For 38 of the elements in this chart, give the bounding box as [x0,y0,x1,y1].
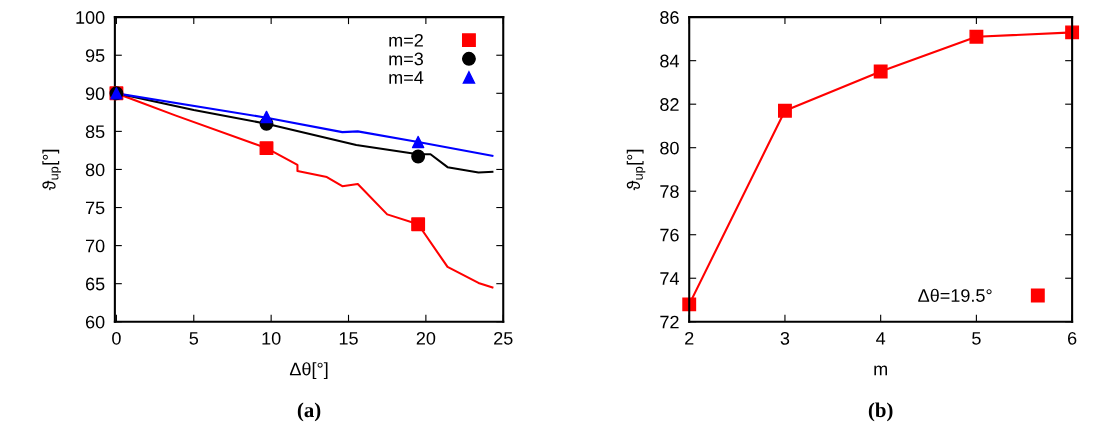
y-tick-label: 70 [85,239,105,253]
x-axis-title: Δθ[°] [289,362,328,380]
x-tick-label: 5 [972,332,981,345]
x-tick-label: 4 [876,332,886,345]
x-tick-label: 20 [416,331,436,345]
y-tick-label: 60 [85,315,105,329]
y-tick-label: 72 [660,315,679,329]
x-tick-label: 6 [1068,331,1077,345]
x-tick-label: 2 [685,331,694,345]
y-tick-label: 95 [85,49,105,62]
legend-label: m=3 [389,52,423,66]
legend-label: m=2 [389,33,423,47]
y-axis-title: ϑ$_{up}$[°] [42,149,61,191]
y-tick-label: 78 [660,185,679,198]
y-tick-label: 74 [660,272,679,285]
y-tick-label: 100 [76,11,105,24]
y-tick-label: 82 [660,98,679,111]
text: (b) [868,402,893,422]
y-tick-label: 80 [660,141,679,155]
y-tick-label: 86 [660,11,679,24]
x-tick-label: 3 [780,331,790,345]
legend-label: m=4 [389,71,424,84]
y-tick-label: 84 [660,54,679,68]
legend-label: Δθ=19.5° [918,288,992,302]
y-tick-label: 80 [85,163,105,177]
x-tick-label: 25 [494,331,513,345]
y-axis-title: ϑ$_{up}$[°] [626,149,646,191]
y-tick-label: 75 [85,201,105,215]
y-tick-label: 85 [85,125,105,139]
x-axis-title: m [874,365,887,376]
y-tick-label: 76 [660,228,679,242]
y-tick-label: 90 [85,87,105,101]
x-tick-label: 5 [189,332,199,345]
text: (a) [297,402,321,422]
y-tick-label: 65 [85,277,105,291]
x-tick-label: 10 [262,331,281,345]
x-tick-label: 15 [339,332,358,345]
x-tick-label: 0 [112,331,121,345]
